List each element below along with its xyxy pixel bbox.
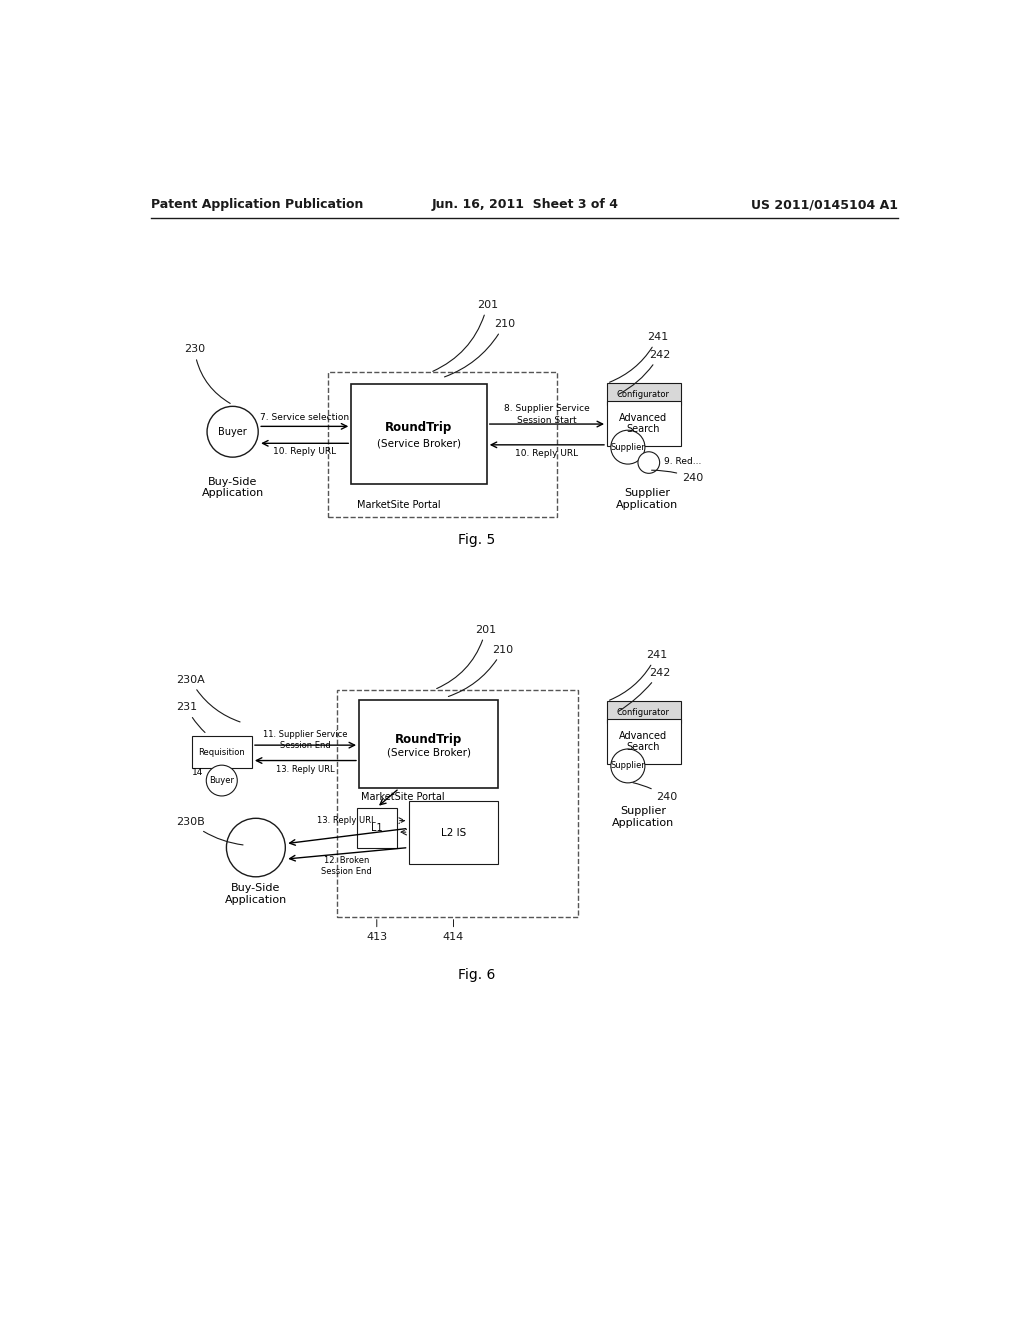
Text: Buyer: Buyer: [218, 426, 247, 437]
Text: Search: Search: [627, 425, 660, 434]
Bar: [359, 700, 499, 788]
Circle shape: [226, 818, 286, 876]
Text: 8. Supplier Service: 8. Supplier Service: [504, 404, 590, 413]
Text: Advanced: Advanced: [620, 731, 668, 741]
Text: 14: 14: [193, 768, 204, 777]
Bar: [351, 384, 486, 484]
Text: Buyer: Buyer: [209, 776, 234, 785]
Circle shape: [611, 430, 645, 465]
Text: Requisition: Requisition: [199, 747, 245, 756]
Text: 201: 201: [436, 624, 497, 689]
Text: Search: Search: [627, 742, 660, 752]
Circle shape: [638, 451, 659, 474]
Text: 10. Reply URL: 10. Reply URL: [273, 446, 336, 455]
Text: 10. Reply URL: 10. Reply URL: [515, 449, 579, 458]
Text: 230A: 230A: [176, 675, 240, 722]
Text: Supplier: Supplier: [625, 488, 671, 499]
Bar: [409, 801, 498, 865]
Text: Session End: Session End: [281, 741, 331, 750]
Bar: [328, 372, 557, 517]
Text: Session Start: Session Start: [517, 416, 577, 425]
Text: 12. Broken: 12. Broken: [324, 857, 370, 865]
Bar: [607, 401, 681, 446]
Text: 201: 201: [433, 300, 498, 371]
Bar: [607, 719, 681, 763]
Text: 242: 242: [618, 668, 670, 711]
Text: Supplier: Supplier: [610, 762, 645, 771]
Bar: [191, 737, 252, 768]
Text: Buy-Side: Buy-Side: [231, 883, 281, 894]
Text: 231: 231: [176, 702, 205, 733]
Text: 241: 241: [609, 649, 667, 700]
Text: Supplier: Supplier: [610, 442, 645, 451]
Text: Session End: Session End: [322, 867, 372, 876]
Circle shape: [611, 748, 645, 783]
Text: Application: Application: [224, 895, 287, 906]
Text: 230B: 230B: [176, 817, 243, 845]
Text: 241: 241: [609, 333, 669, 383]
Text: 414: 414: [442, 920, 464, 942]
Bar: [607, 383, 681, 405]
Text: 7. Service selection: 7. Service selection: [260, 413, 349, 421]
Text: Configurator: Configurator: [616, 389, 670, 399]
Text: Application: Application: [616, 500, 678, 510]
Text: Advanced: Advanced: [620, 413, 668, 422]
Bar: [337, 689, 578, 917]
Text: Buy-Side: Buy-Side: [208, 477, 257, 487]
Circle shape: [207, 407, 258, 457]
Text: Fig. 5: Fig. 5: [458, 532, 496, 546]
Text: Application: Application: [612, 818, 675, 828]
Text: 240: 240: [633, 783, 678, 803]
Text: (Service Broker): (Service Broker): [377, 438, 461, 449]
Text: Fig. 6: Fig. 6: [458, 968, 496, 982]
Text: Application: Application: [202, 488, 264, 499]
Text: L2 IS: L2 IS: [441, 828, 466, 838]
Text: 9. Red...: 9. Red...: [665, 457, 701, 466]
Text: US 2011/0145104 A1: US 2011/0145104 A1: [752, 198, 898, 211]
Text: Jun. 16, 2011  Sheet 3 of 4: Jun. 16, 2011 Sheet 3 of 4: [431, 198, 618, 211]
Bar: [356, 808, 397, 847]
Text: 11. Supplier Service: 11. Supplier Service: [263, 730, 348, 739]
Text: Patent Application Publication: Patent Application Publication: [152, 198, 364, 211]
Text: Supplier: Supplier: [621, 807, 667, 816]
Bar: [607, 701, 681, 723]
Text: 210: 210: [449, 644, 513, 697]
Circle shape: [206, 766, 238, 796]
Text: RoundTrip: RoundTrip: [395, 733, 462, 746]
Text: RoundTrip: RoundTrip: [385, 421, 453, 434]
Text: 13. Reply URL: 13. Reply URL: [276, 764, 335, 774]
Text: 242: 242: [618, 350, 670, 395]
Text: L1: L1: [371, 822, 383, 833]
Text: 13. Reply URL: 13. Reply URL: [317, 816, 376, 825]
Text: MarketSite Portal: MarketSite Portal: [361, 792, 445, 803]
Text: 413: 413: [367, 920, 387, 942]
Text: 210: 210: [444, 319, 515, 378]
Text: 230: 230: [183, 345, 230, 404]
Text: (Service Broker): (Service Broker): [387, 748, 471, 758]
Text: MarketSite Portal: MarketSite Portal: [357, 500, 441, 510]
Text: 240: 240: [651, 470, 703, 483]
Text: Configurator: Configurator: [616, 708, 670, 717]
